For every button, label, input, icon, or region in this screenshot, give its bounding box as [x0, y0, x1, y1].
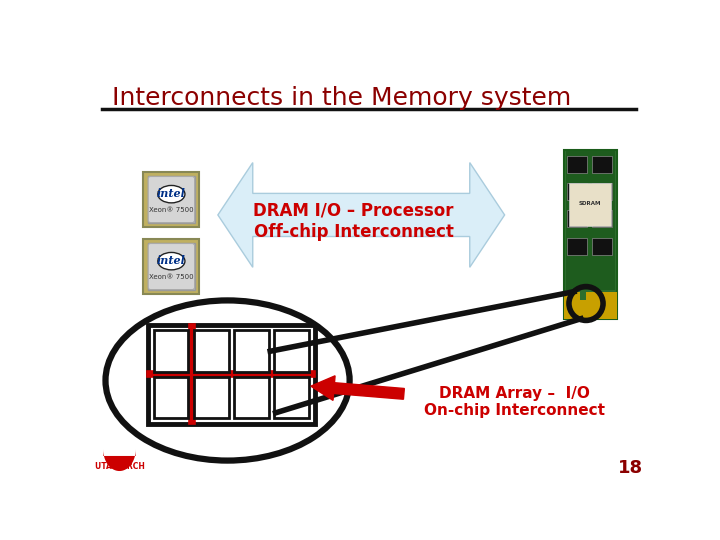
Bar — [148, 325, 315, 423]
Text: Xeon® 7500: Xeon® 7500 — [149, 274, 194, 280]
Text: Xeon® 7500: Xeon® 7500 — [149, 207, 194, 213]
Bar — [592, 211, 612, 227]
Bar — [592, 238, 612, 254]
Bar — [148, 176, 195, 223]
Polygon shape — [103, 449, 136, 471]
Text: intel: intel — [157, 255, 186, 266]
Bar — [566, 151, 616, 290]
Bar — [274, 377, 310, 418]
Bar — [569, 184, 611, 226]
Bar — [234, 377, 269, 418]
Bar — [148, 243, 195, 290]
Bar — [153, 377, 189, 418]
Bar — [592, 156, 612, 173]
Polygon shape — [218, 163, 505, 267]
Bar — [567, 238, 587, 254]
Bar — [194, 330, 229, 372]
Bar — [564, 292, 617, 319]
Ellipse shape — [158, 252, 185, 270]
Ellipse shape — [158, 185, 185, 203]
FancyBboxPatch shape — [143, 239, 199, 294]
FancyBboxPatch shape — [148, 244, 194, 289]
Text: SDRAM: SDRAM — [578, 201, 601, 206]
Bar — [234, 330, 269, 372]
Text: UTAH ARCH: UTAH ARCH — [94, 462, 145, 471]
FancyArrow shape — [311, 376, 405, 400]
Bar — [564, 150, 617, 319]
FancyBboxPatch shape — [143, 172, 199, 227]
Text: DRAM Array –  I/O
On-chip Interconnect: DRAM Array – I/O On-chip Interconnect — [424, 386, 606, 418]
Bar — [567, 184, 587, 200]
Bar — [592, 184, 612, 200]
Text: 18: 18 — [618, 458, 643, 476]
Text: DRAM I/O – Processor
Off-chip Interconnect: DRAM I/O – Processor Off-chip Interconne… — [253, 202, 454, 240]
Bar — [567, 211, 587, 227]
Bar — [567, 156, 587, 173]
Text: Interconnects in the Memory system: Interconnects in the Memory system — [112, 86, 571, 110]
Bar — [274, 330, 310, 372]
Bar — [580, 290, 586, 300]
FancyBboxPatch shape — [148, 177, 194, 222]
Text: intel: intel — [157, 188, 186, 199]
Bar — [194, 377, 229, 418]
Bar — [153, 330, 189, 372]
